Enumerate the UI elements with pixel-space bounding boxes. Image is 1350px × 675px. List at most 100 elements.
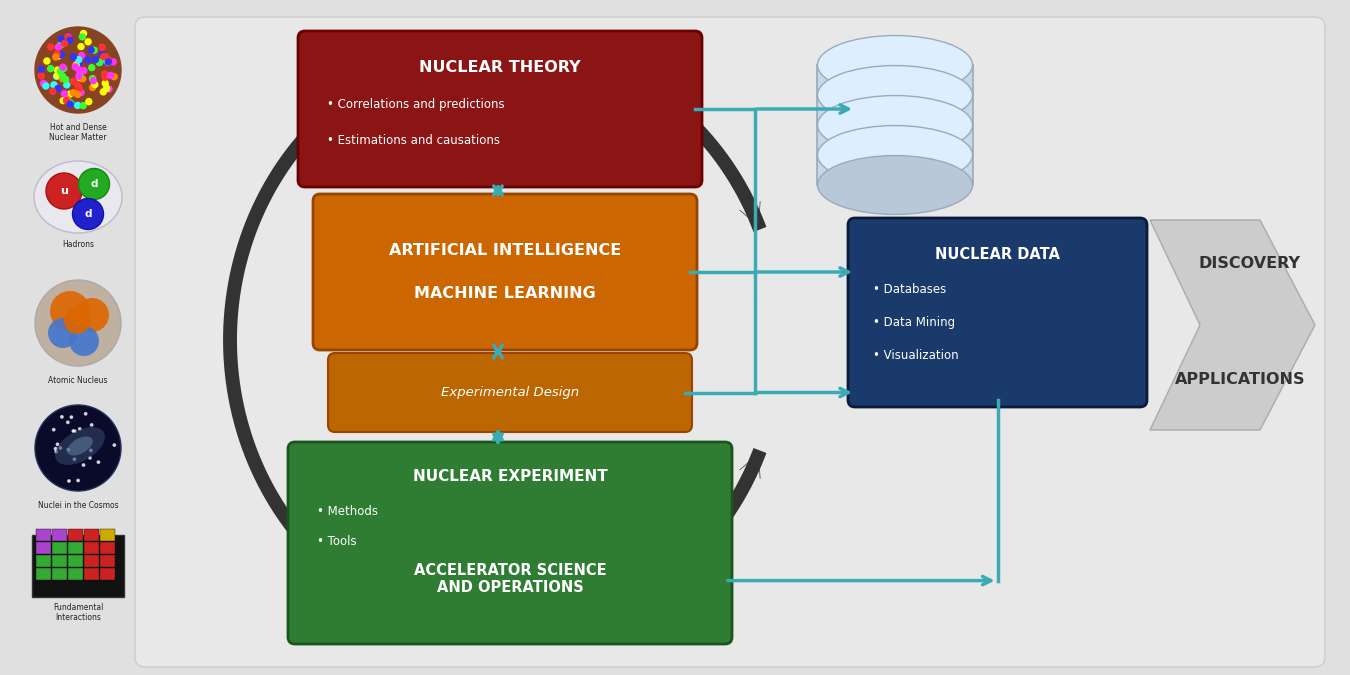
Circle shape xyxy=(74,82,81,88)
Circle shape xyxy=(54,74,59,80)
Circle shape xyxy=(62,40,68,47)
Circle shape xyxy=(78,44,84,50)
Circle shape xyxy=(85,38,92,45)
Text: u: u xyxy=(59,186,68,196)
Circle shape xyxy=(66,421,69,423)
Text: Hot and Dense
Nuclear Matter: Hot and Dense Nuclear Matter xyxy=(49,123,107,142)
Circle shape xyxy=(66,91,73,97)
Circle shape xyxy=(103,53,108,59)
Circle shape xyxy=(73,458,76,460)
FancyBboxPatch shape xyxy=(100,568,115,580)
Circle shape xyxy=(61,98,66,103)
Circle shape xyxy=(74,91,81,97)
Circle shape xyxy=(85,412,86,415)
Circle shape xyxy=(55,53,61,59)
Text: d: d xyxy=(84,209,92,219)
FancyBboxPatch shape xyxy=(32,535,124,597)
Circle shape xyxy=(88,47,94,53)
Text: Experimental Design: Experimental Design xyxy=(441,386,579,399)
Ellipse shape xyxy=(818,36,972,95)
Circle shape xyxy=(59,64,66,70)
Text: • Methods: • Methods xyxy=(317,505,378,518)
FancyBboxPatch shape xyxy=(313,194,697,350)
Text: DISCOVERY: DISCOVERY xyxy=(1197,256,1300,271)
Circle shape xyxy=(70,78,76,84)
Text: d: d xyxy=(90,179,97,189)
Text: Nuclei in the Cosmos: Nuclei in the Cosmos xyxy=(38,501,119,510)
Circle shape xyxy=(59,73,66,79)
Text: Fundamental
Interactions: Fundamental Interactions xyxy=(53,603,103,622)
FancyBboxPatch shape xyxy=(51,568,66,580)
FancyBboxPatch shape xyxy=(288,442,732,644)
Circle shape xyxy=(65,97,70,102)
Circle shape xyxy=(73,62,80,68)
Circle shape xyxy=(103,74,108,80)
Circle shape xyxy=(73,63,78,70)
Circle shape xyxy=(68,37,73,43)
FancyBboxPatch shape xyxy=(135,17,1324,667)
Ellipse shape xyxy=(818,65,972,124)
Circle shape xyxy=(68,101,73,107)
Circle shape xyxy=(70,416,73,418)
Text: • Data Mining: • Data Mining xyxy=(873,316,956,329)
Circle shape xyxy=(38,73,45,79)
Circle shape xyxy=(76,60,82,66)
Circle shape xyxy=(89,65,95,71)
Circle shape xyxy=(80,103,86,109)
FancyBboxPatch shape xyxy=(298,31,702,187)
Circle shape xyxy=(42,82,47,87)
FancyBboxPatch shape xyxy=(84,554,99,566)
Circle shape xyxy=(50,291,90,331)
Circle shape xyxy=(76,85,82,91)
Circle shape xyxy=(38,66,45,72)
Circle shape xyxy=(105,59,111,65)
FancyBboxPatch shape xyxy=(51,554,66,566)
Circle shape xyxy=(43,83,49,89)
Circle shape xyxy=(58,42,63,48)
Circle shape xyxy=(35,405,122,491)
Circle shape xyxy=(77,75,82,80)
Circle shape xyxy=(104,57,109,63)
Text: APPLICATIONS: APPLICATIONS xyxy=(1174,373,1305,387)
FancyBboxPatch shape xyxy=(100,541,115,554)
Circle shape xyxy=(54,72,61,78)
Ellipse shape xyxy=(818,96,972,155)
Circle shape xyxy=(57,443,58,446)
Circle shape xyxy=(101,71,108,77)
FancyBboxPatch shape xyxy=(68,541,82,554)
Ellipse shape xyxy=(34,161,122,233)
Circle shape xyxy=(68,480,70,482)
Text: NUCLEAR EXPERIMENT: NUCLEAR EXPERIMENT xyxy=(413,469,608,484)
Text: NUCLEAR DATA: NUCLEAR DATA xyxy=(936,247,1060,262)
Circle shape xyxy=(53,54,59,60)
Circle shape xyxy=(65,33,72,38)
Circle shape xyxy=(78,90,84,96)
Circle shape xyxy=(97,59,103,65)
FancyBboxPatch shape xyxy=(51,541,66,554)
Circle shape xyxy=(69,326,99,356)
Circle shape xyxy=(89,84,96,90)
Circle shape xyxy=(76,74,82,79)
Text: • Databases: • Databases xyxy=(873,283,946,296)
Circle shape xyxy=(51,82,57,88)
FancyBboxPatch shape xyxy=(84,541,99,554)
Ellipse shape xyxy=(818,126,972,184)
Circle shape xyxy=(103,80,108,86)
Circle shape xyxy=(81,30,86,36)
Circle shape xyxy=(59,447,62,449)
Circle shape xyxy=(92,47,97,53)
Circle shape xyxy=(97,461,100,463)
Circle shape xyxy=(99,51,105,57)
Circle shape xyxy=(111,74,117,80)
Circle shape xyxy=(35,280,122,366)
FancyBboxPatch shape xyxy=(100,554,115,566)
Circle shape xyxy=(77,72,82,78)
FancyBboxPatch shape xyxy=(68,568,82,580)
Circle shape xyxy=(62,76,69,82)
Circle shape xyxy=(47,65,54,72)
FancyBboxPatch shape xyxy=(51,529,66,541)
Circle shape xyxy=(76,298,109,332)
Circle shape xyxy=(35,27,122,113)
Circle shape xyxy=(58,68,63,74)
Circle shape xyxy=(80,76,85,82)
